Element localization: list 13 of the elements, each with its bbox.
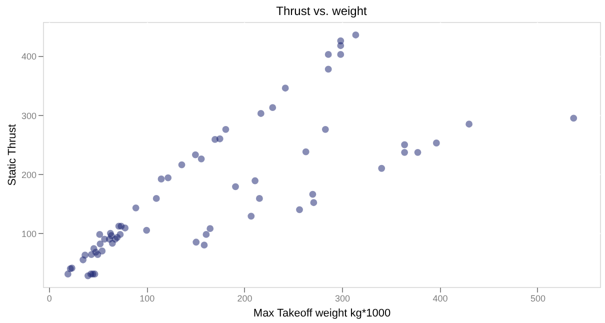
- x-tick-label: 500: [530, 294, 546, 304]
- y-tick-label: 400: [21, 52, 36, 62]
- y-tick-label: 100: [21, 228, 36, 239]
- x-tick-label: 300: [335, 294, 350, 304]
- x-tick-label: 200: [237, 294, 252, 304]
- y-axis-title: Static Thrust: [6, 124, 18, 186]
- chart-title: Thrust vs. weight: [276, 4, 368, 18]
- x-tick-label: 0: [46, 294, 52, 304]
- x-tick-label: 400: [432, 294, 448, 304]
- y-tick-label: 300: [21, 110, 36, 121]
- x-axis-title: Max Takeoff weight kg*1000: [253, 308, 391, 320]
- x-tick-label: 100: [140, 294, 155, 304]
- y-tick-label: 200: [21, 170, 36, 180]
